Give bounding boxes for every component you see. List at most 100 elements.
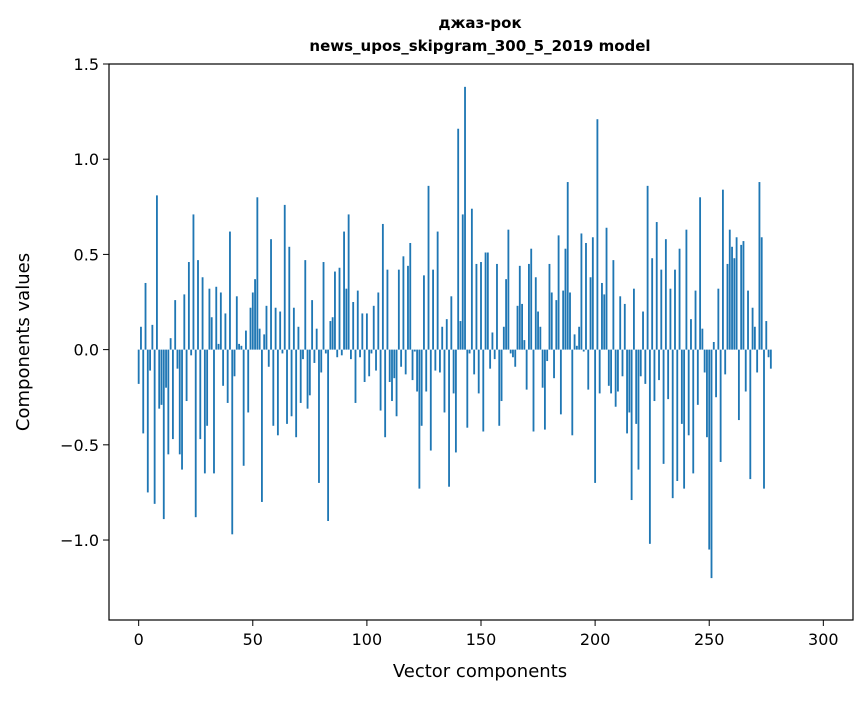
bar-component-215 [628,349,631,413]
bar-component-98 [361,313,364,350]
bar-component-3 [144,282,147,350]
bar-component-163 [509,349,512,354]
bar-component-85 [331,317,334,350]
y-tick-label: 1.5 [74,55,99,74]
bar-component-7 [153,349,156,504]
bar-component-79 [318,349,320,483]
bar-component-270 [753,326,756,350]
bar-component-29 [203,349,206,474]
bar-component-166 [516,305,519,350]
bar-component-125 [423,275,425,350]
bar-component-14 [169,338,172,350]
bar-component-160 [502,326,505,350]
bar-component-6 [151,324,154,350]
y-tick-label: 0.5 [74,245,99,264]
bar-component-203 [601,282,603,350]
x-tick-label: 250 [694,630,725,649]
x-tick-label: 150 [466,630,497,649]
bar-component-142 [461,214,464,350]
bar-component-38 [224,313,227,350]
bar-component-264 [740,244,743,350]
bar-component-212 [621,349,624,377]
bar-component-56 [265,305,268,350]
bar-component-186 [562,290,565,350]
bar-component-182 [553,349,555,379]
bar-component-155 [491,332,494,350]
bar-component-157 [496,263,498,350]
bar-component-74 [306,349,309,409]
bar-component-247 [701,328,704,350]
bar-component-73 [304,260,307,350]
bar-component-65 [286,349,288,424]
bar-component-0 [137,349,140,384]
bar-component-226 [653,349,656,402]
bar-component-57 [267,349,270,367]
bar-component-241 [687,349,690,436]
bar-component-16 [174,300,177,350]
bar-component-218 [635,349,638,424]
bar-component-9 [158,349,161,409]
bar-component-221 [642,311,644,350]
bar-component-139 [454,349,457,453]
bar-component-267 [747,290,749,350]
bar-component-272 [758,182,761,350]
bar-component-242 [690,319,692,350]
bar-component-116 [402,256,405,350]
bar-component-239 [683,349,686,489]
bar-component-153 [486,252,489,350]
bar-component-134 [443,349,446,413]
bar-component-146 [470,208,473,350]
bar-component-113 [395,349,398,417]
bar-component-96 [356,290,359,350]
bar-component-107 [381,223,384,350]
bar-component-256 [722,189,724,350]
bar-component-105 [377,292,380,350]
bar-component-145 [468,349,471,354]
bar-component-67 [290,349,293,417]
bar-component-24 [192,214,195,350]
bar-component-260 [731,246,733,350]
bar-component-37 [222,349,225,386]
bar-component-206 [607,349,610,386]
bar-component-84 [329,321,332,350]
bar-component-110 [388,349,391,382]
bar-component-268 [749,349,752,480]
bar-component-188 [566,182,569,350]
bar-component-275 [765,321,768,350]
bar-component-26 [197,260,199,350]
x-axis-label: Vector components [393,661,567,682]
bar-component-59 [272,349,275,426]
bar-component-204 [603,294,606,350]
bar-component-68 [292,307,295,350]
bar-component-152 [484,252,487,350]
bar-component-197 [587,349,590,390]
bar-component-216 [630,349,633,501]
bar-component-2 [142,349,145,434]
bar-component-71 [299,349,302,403]
bar-component-40 [229,231,231,350]
bar-component-89 [340,349,343,356]
bar-component-150 [480,262,482,350]
bar-component-185 [559,349,562,415]
bar-component-109 [386,269,389,350]
bar-component-127 [427,185,430,350]
bar-component-191 [573,334,576,350]
bar-component-90 [343,231,345,350]
bar-component-230 [662,349,665,464]
bar-component-101 [368,349,371,377]
bar-component-249 [706,349,708,438]
bar-component-50 [251,292,254,350]
bar-component-248 [703,349,706,373]
bar-component-167 [518,265,521,350]
bar-component-211 [619,296,622,350]
bar-component-130 [434,349,437,371]
bar-component-12 [165,349,167,388]
y-tick-label: 0.0 [74,341,99,360]
bar-component-129 [432,269,434,350]
bar-component-51 [254,279,256,350]
bar-component-11 [162,349,165,520]
bar-component-95 [354,349,357,403]
bar-component-173 [532,349,535,432]
bar-component-273 [760,237,763,350]
bar-component-34 [215,286,218,350]
